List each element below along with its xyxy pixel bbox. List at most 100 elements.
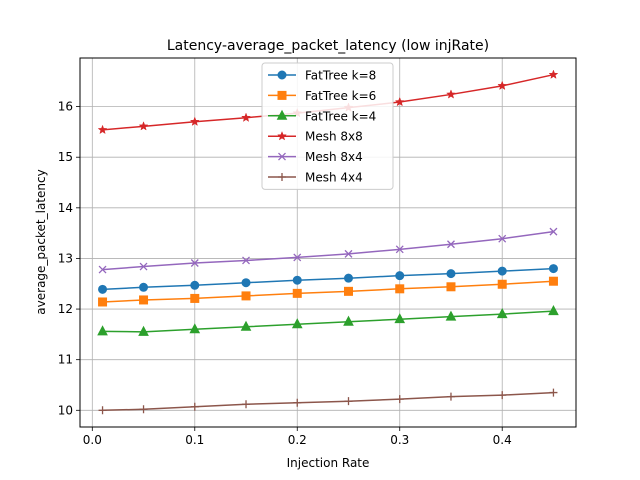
data-point	[97, 124, 108, 135]
data-point	[394, 313, 406, 324]
x-tick-label: 0.0	[83, 433, 102, 447]
data-point	[548, 276, 558, 286]
data-point	[241, 278, 251, 288]
data-point	[189, 323, 201, 334]
data-point	[394, 96, 405, 107]
data-point	[497, 279, 507, 289]
data-point	[98, 265, 107, 274]
series-mesh-8x4	[98, 227, 558, 274]
data-point	[548, 264, 558, 274]
data-point	[446, 392, 455, 401]
data-point	[277, 130, 287, 141]
y-tick-label: 12	[58, 302, 73, 316]
data-point	[343, 273, 353, 283]
data-point	[344, 249, 353, 258]
series-mesh-4x4	[98, 388, 558, 415]
data-point	[97, 325, 108, 336]
data-point	[98, 297, 108, 307]
data-point	[293, 253, 302, 262]
data-point	[446, 282, 456, 292]
x-axis-label: Injection Rate	[287, 456, 370, 470]
data-point	[548, 305, 559, 316]
data-point	[190, 293, 200, 303]
data-point	[98, 406, 107, 415]
legend-item: FatTree k=4	[268, 109, 376, 123]
data-point	[445, 310, 457, 321]
data-point	[190, 280, 200, 290]
legend-item: Mesh 8x4	[268, 150, 363, 164]
data-point	[277, 90, 287, 100]
data-point	[277, 70, 287, 80]
data-point	[242, 400, 251, 409]
plot-frame	[79, 57, 577, 428]
data-point	[446, 269, 456, 279]
data-point	[190, 402, 199, 411]
data-point	[395, 271, 405, 281]
chart-title: Latency-average_packet_latency (low injR…	[167, 38, 489, 54]
data-point	[278, 152, 286, 161]
series-fattree-k-4	[97, 305, 559, 336]
y-tick-label: 15	[58, 150, 73, 164]
series-fattree-k-8	[98, 264, 558, 294]
data-point	[139, 282, 149, 292]
x-axis-ticks: 0.0 0.1 0.2 0.3 0.4	[83, 427, 512, 447]
data-point	[241, 291, 251, 301]
legend-box	[261, 62, 394, 190]
x-tick-label: 0.2	[288, 433, 307, 447]
data-point	[291, 318, 303, 329]
data-point	[98, 284, 108, 294]
y-tick-label: 13	[58, 251, 73, 265]
y-tick-label: 16	[58, 100, 73, 114]
data-point	[139, 405, 148, 414]
legend-item: FatTree k=8	[268, 69, 376, 83]
data-point	[549, 388, 558, 397]
legend-item: FatTree k=6	[268, 89, 376, 103]
data-point	[138, 325, 149, 336]
legend-label: Mesh 8x8	[305, 130, 363, 144]
data-point	[344, 397, 353, 406]
data-point	[276, 109, 288, 120]
legend-label: FatTree k=8	[305, 69, 376, 83]
data-point	[496, 308, 508, 319]
legend-item: Mesh 4x4	[268, 171, 363, 185]
data-point	[242, 256, 250, 265]
legend-label: Mesh 4x4	[305, 171, 363, 185]
series-line	[102, 391, 554, 412]
data-point	[497, 266, 507, 276]
legend-label: Mesh 8x4	[305, 150, 363, 164]
x-tick-label: 0.1	[185, 433, 204, 447]
data-point	[343, 315, 354, 326]
data-point	[497, 80, 508, 91]
data-point	[240, 320, 252, 331]
series-line	[102, 230, 554, 271]
legend-item: Mesh 8x8	[268, 130, 363, 144]
x-tick-label: 0.3	[390, 433, 409, 447]
data-point	[241, 112, 251, 122]
data-point	[395, 395, 404, 404]
y-tick-label: 14	[58, 201, 73, 215]
data-point	[278, 173, 286, 181]
x-tick-label: 0.4	[493, 433, 512, 447]
data-point	[395, 245, 404, 254]
y-tick-label: 10	[58, 403, 73, 417]
series-fattree-k-6	[98, 276, 558, 307]
data-point	[292, 288, 302, 298]
data-point	[138, 121, 149, 131]
data-point	[498, 234, 507, 243]
series-layer	[97, 69, 559, 415]
legend: FatTree k=8 FatTree k=6 FatTree k=4 Mesh 8x…	[261, 62, 394, 190]
data-point	[292, 275, 302, 285]
data-point	[446, 89, 456, 99]
data-point	[190, 259, 199, 267]
data-point	[549, 227, 558, 236]
data-point	[139, 295, 149, 305]
legend-label: FatTree k=6	[305, 89, 376, 103]
legend-label: FatTree k=4	[305, 109, 376, 123]
series-line	[102, 280, 554, 303]
data-point	[139, 262, 148, 271]
data-point	[395, 284, 405, 294]
data-point	[548, 69, 559, 79]
data-point	[498, 391, 507, 400]
y-tick-label: 11	[58, 353, 73, 367]
